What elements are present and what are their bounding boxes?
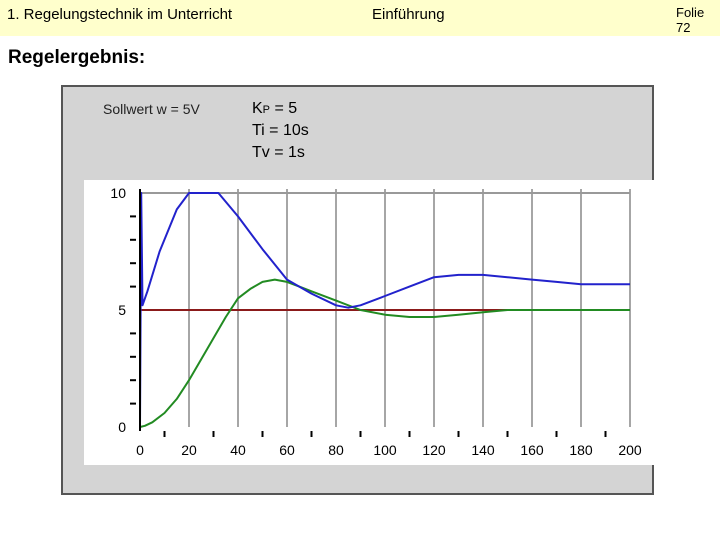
param-tv: Tv = 1s: [252, 144, 305, 161]
x-tick-label-80: 80: [328, 442, 344, 458]
slide-number: Folie 72: [676, 5, 705, 35]
y-tick-label-5: 5: [118, 302, 126, 318]
setpoint-label: Sollwert w = 5V: [103, 101, 200, 117]
x-tick-label-180: 180: [569, 442, 593, 458]
x-tick-label-160: 160: [520, 442, 544, 458]
header-section-title: Einführung: [372, 6, 445, 23]
x-tick-label-60: 60: [279, 442, 295, 458]
x-tick-label-120: 120: [422, 442, 446, 458]
param-kp-symbol: K: [252, 100, 263, 117]
slide-header: 1. Regelungstechnik im Unterricht Einfüh…: [0, 0, 720, 36]
x-tick-label-0: 0: [136, 442, 144, 458]
param-kp: KP = 5: [252, 100, 297, 118]
y-tick-label-10: 10: [110, 185, 126, 201]
grid-lines: [188, 189, 631, 427]
param-ti: Ti = 10s: [252, 122, 309, 139]
header-course-title: 1. Regelungstechnik im Unterricht: [7, 6, 233, 23]
series-line-0: [139, 192, 630, 428]
series-layer: [139, 192, 630, 428]
minor-ticks: [130, 215, 607, 437]
x-tick-label-100: 100: [373, 442, 397, 458]
response-plot: 0 5 10 0 20 40 60 80 100 120 140 160 180 200: [84, 180, 654, 465]
param-kp-subscript: P: [262, 104, 271, 116]
x-tick-label-20: 20: [181, 442, 197, 458]
x-tick-label-200: 200: [618, 442, 642, 458]
plot-background: [84, 180, 654, 465]
param-kp-value: = 5: [270, 100, 298, 117]
x-tick-label-40: 40: [230, 442, 246, 458]
x-tick-labels: 0 20 40 60 80 100 120 140 160 180 200: [136, 442, 642, 458]
page-title: Regelergebnis:: [8, 47, 146, 68]
y-tick-labels: 0 5 10: [110, 185, 126, 435]
x-tick-label-140: 140: [471, 442, 495, 458]
y-tick-label-0: 0: [118, 419, 126, 435]
